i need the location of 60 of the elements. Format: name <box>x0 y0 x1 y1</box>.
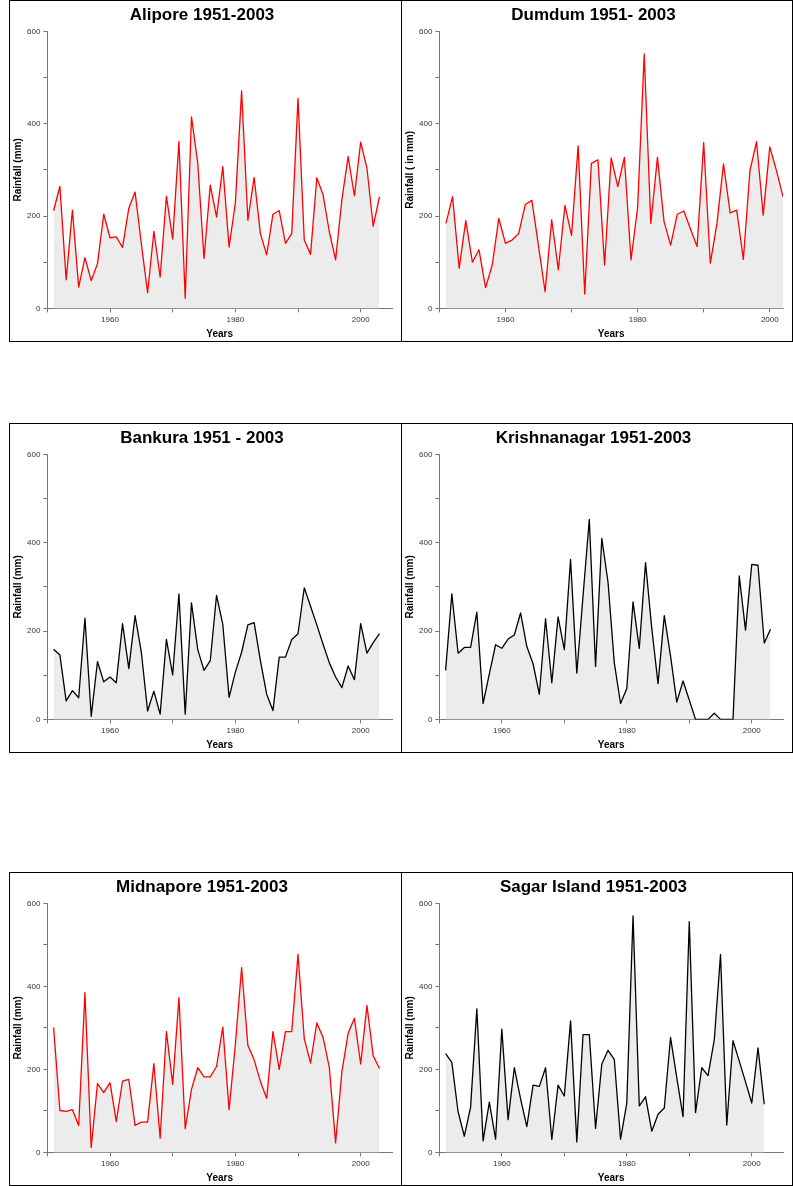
x-axis-title: Years <box>597 1171 625 1183</box>
y-tick-label: 400 <box>26 118 41 128</box>
y-tick-label: 600 <box>418 898 433 908</box>
chart-title: Alipore 1951-2003 <box>129 4 275 24</box>
x-tick-label: 2000 <box>351 1159 371 1169</box>
x-tick-label: 1960 <box>101 315 120 325</box>
x-tick-label: 1960 <box>492 726 512 736</box>
x-tick-label: 1960 <box>496 315 515 325</box>
y-tick-label: 0 <box>427 1147 433 1157</box>
x-tick-label: 2000 <box>742 726 762 736</box>
x-axis-title: Years <box>597 738 625 750</box>
x-tick-label: 1980 <box>226 315 245 325</box>
y-tick-label: 400 <box>418 981 433 991</box>
y-axis-title: Rainfall (mm) <box>403 555 415 619</box>
x-tick-label: 2000 <box>351 726 371 736</box>
y-axis-title: Rainfall (mm) <box>11 138 23 202</box>
y-axis-title: Rainfall (mm) <box>11 996 23 1060</box>
y-tick-label: 400 <box>26 537 41 547</box>
x-tick-label: 1980 <box>226 1159 245 1169</box>
x-axis-title: Years <box>206 738 234 750</box>
chart-title: Bankura 1951 - 2003 <box>120 427 284 447</box>
y-axis-title: Rainfall ( in mm) <box>403 131 415 209</box>
x-tick-label: 2000 <box>760 315 780 325</box>
y-tick-label: 200 <box>26 626 41 636</box>
x-tick-label: 1960 <box>101 1159 120 1169</box>
chart-title: Sagar Island 1951-2003 <box>499 876 688 896</box>
y-tick-label: 600 <box>26 449 41 459</box>
y-tick-label: 0 <box>35 303 41 313</box>
y-tick-label: 400 <box>26 981 41 991</box>
chart-title: Midnapore 1951-2003 <box>116 876 288 896</box>
y-axis-title: Rainfall (mm) <box>11 555 23 619</box>
y-tick-label: 200 <box>418 626 433 636</box>
y-tick-label: 200 <box>418 211 433 221</box>
x-tick-label: 1980 <box>617 726 637 736</box>
y-tick-label: 600 <box>418 449 433 459</box>
x-axis-title: Years <box>206 327 234 339</box>
y-tick-label: 0 <box>35 1147 41 1157</box>
y-tick-label: 0 <box>35 714 41 724</box>
y-axis-title: Rainfall (mm) <box>403 996 415 1060</box>
x-tick-label: 1980 <box>226 726 245 736</box>
y-tick-label: 200 <box>26 211 41 221</box>
y-tick-label: 600 <box>418 26 433 36</box>
chart-title: Dumdum 1951- 2003 <box>511 4 676 24</box>
chart-title: Krishnanagar 1951-2003 <box>495 427 692 447</box>
y-tick-label: 0 <box>427 303 433 313</box>
y-tick-label: 600 <box>26 898 41 908</box>
y-tick-label: 200 <box>418 1064 433 1074</box>
x-tick-label: 1980 <box>628 315 648 325</box>
y-tick-label: 600 <box>26 26 41 36</box>
y-tick-label: 0 <box>427 714 433 724</box>
x-tick-label: 1960 <box>492 1159 512 1169</box>
y-tick-label: 200 <box>26 1064 41 1074</box>
x-tick-label: 1960 <box>101 726 120 736</box>
x-tick-label: 2000 <box>351 315 371 325</box>
x-axis-title: Years <box>597 327 625 339</box>
x-axis-title: Years <box>206 1171 234 1183</box>
x-tick-label: 1980 <box>617 1159 637 1169</box>
y-tick-label: 400 <box>418 537 433 547</box>
y-tick-label: 400 <box>418 118 433 128</box>
x-tick-label: 2000 <box>742 1159 762 1169</box>
